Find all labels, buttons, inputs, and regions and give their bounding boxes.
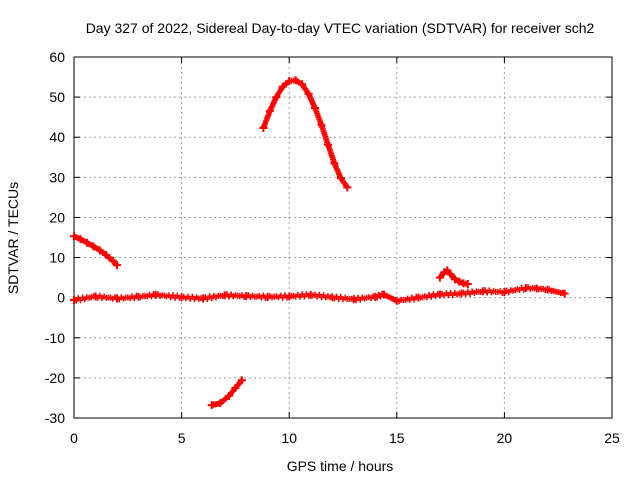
data-point [532,284,541,293]
data-point [102,251,111,260]
data-point [414,293,423,302]
x-tick-label: 5 [178,430,186,446]
data-point [259,123,268,132]
y-tick-label: 40 [49,129,65,145]
data-point [323,140,332,149]
data-point [113,294,122,303]
x-tick-label: 10 [281,430,297,446]
data-point [349,295,358,304]
data-point [207,401,216,410]
series-arc-2 [70,284,569,305]
data-point [435,273,444,282]
x-tick-label: 0 [70,430,78,446]
series-arc-3 [207,376,246,410]
data-point [311,103,320,112]
data-point [151,290,160,299]
series-arc-4 [259,76,352,192]
data-point [82,238,91,247]
data-point [443,266,452,275]
data-point [478,287,487,296]
data-point [237,376,246,385]
data-point [134,292,143,301]
data-point [455,277,464,286]
data-point [336,174,345,183]
data-point [263,292,272,301]
data-point [224,391,233,400]
y-axis-label: SDTVAR / TECUs [5,182,21,294]
data-point [463,280,472,289]
data-point [278,82,287,91]
data-point [291,76,300,85]
y-tick-label: 20 [49,209,65,225]
data-point [89,242,98,251]
axis-ticks: 0 5 10 15 20 25 -30 -20 -10 0 10 20 30 40 50 60 [45,49,620,446]
data-point [70,232,78,241]
grid [74,57,612,418]
y-tick-label: -20 [45,370,65,386]
data-point [298,80,307,89]
data-point [91,292,100,301]
data-point [231,383,240,392]
data-point [304,89,313,98]
data-point [435,290,444,299]
data-point [76,235,85,244]
data-point [216,399,225,408]
data-point [285,292,294,301]
data-point [457,289,466,298]
data-point [560,289,569,298]
data-point [220,291,229,300]
y-tick-label: 0 [57,290,65,306]
series-arc-5 [435,266,472,289]
y-tick-label: 50 [49,89,65,105]
data-point [177,293,186,302]
x-tick-label: 15 [389,430,405,446]
x-axis-label: GPS time / hours [287,458,394,474]
data-point [521,284,530,293]
y-tick-label: 30 [49,169,65,185]
data-point [446,270,455,279]
y-tick-label: 10 [49,250,65,266]
y-tick-label: -30 [45,410,65,426]
y-tick-label: 60 [49,49,65,65]
data-point [113,261,122,270]
data-point [330,159,339,168]
data-point [95,246,104,255]
y-tick-label: -10 [45,330,65,346]
data-point [392,296,401,305]
data-points [70,76,569,410]
data-point [306,290,315,299]
x-tick-label: 25 [604,430,620,446]
data-point [317,121,326,130]
data-point [379,290,388,299]
data-point [343,183,352,192]
data-point [500,288,509,297]
data-point [543,285,552,294]
data-point [328,293,337,302]
chart-title: Day 327 of 2022, Sidereal Day-to-day VTE… [86,20,595,36]
data-point [199,294,208,303]
data-point [450,275,459,284]
data-point [108,256,117,265]
data-point [265,107,274,116]
data-point [371,292,380,301]
data-point [242,292,251,301]
data-point [272,93,281,102]
series-arc-1 [70,232,122,270]
x-tick-label: 20 [497,430,513,446]
data-point [70,296,78,305]
